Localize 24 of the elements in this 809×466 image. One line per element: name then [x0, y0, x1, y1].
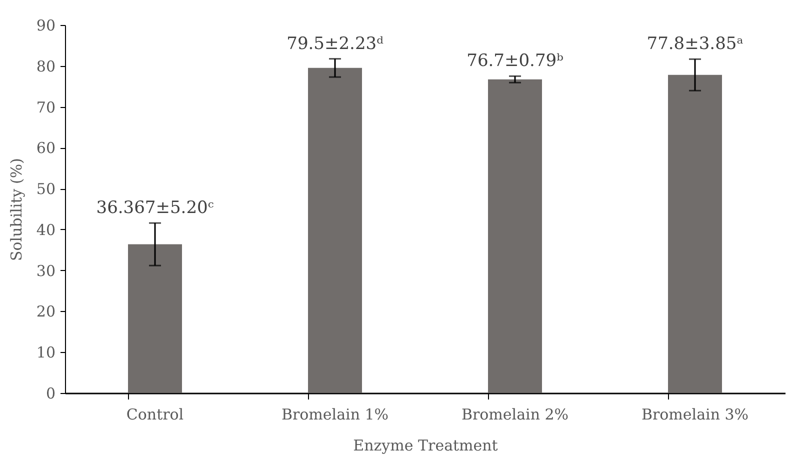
bar: [488, 79, 542, 393]
y-tick-label: 90: [36, 16, 56, 34]
y-tick-label: 20: [36, 302, 56, 321]
data-label: 77.8±3.85ᵃ: [646, 34, 744, 54]
y-tick-label: 70: [36, 98, 56, 116]
y-tick-label: 40: [36, 220, 56, 239]
y-tick-label: 60: [36, 139, 56, 158]
x-tick-label: Bromelain 2%: [461, 406, 569, 424]
bar: [128, 244, 182, 393]
x-axis-title: Enzyme Treatment: [353, 436, 498, 454]
x-tick-label: Control: [126, 406, 184, 424]
y-tick-label: 50: [36, 180, 56, 198]
data-label: 79.5±2.23ᵈ: [286, 34, 384, 54]
y-tick-label: 10: [36, 344, 56, 362]
y-tick-label: 80: [36, 57, 56, 76]
bar: [308, 68, 362, 393]
bar: [668, 74, 722, 393]
y-tick-label: 0: [46, 384, 56, 402]
x-tick-label: Bromelain 1%: [281, 406, 389, 424]
x-tick-label: Bromelain 3%: [641, 406, 749, 424]
y-axis-title: Solubility (%): [7, 158, 26, 261]
data-label: 76.7±0.79ᵇ: [466, 51, 564, 72]
data-label: 36.367±5.20ᶜ: [96, 198, 214, 218]
y-tick-label: 30: [36, 262, 56, 280]
